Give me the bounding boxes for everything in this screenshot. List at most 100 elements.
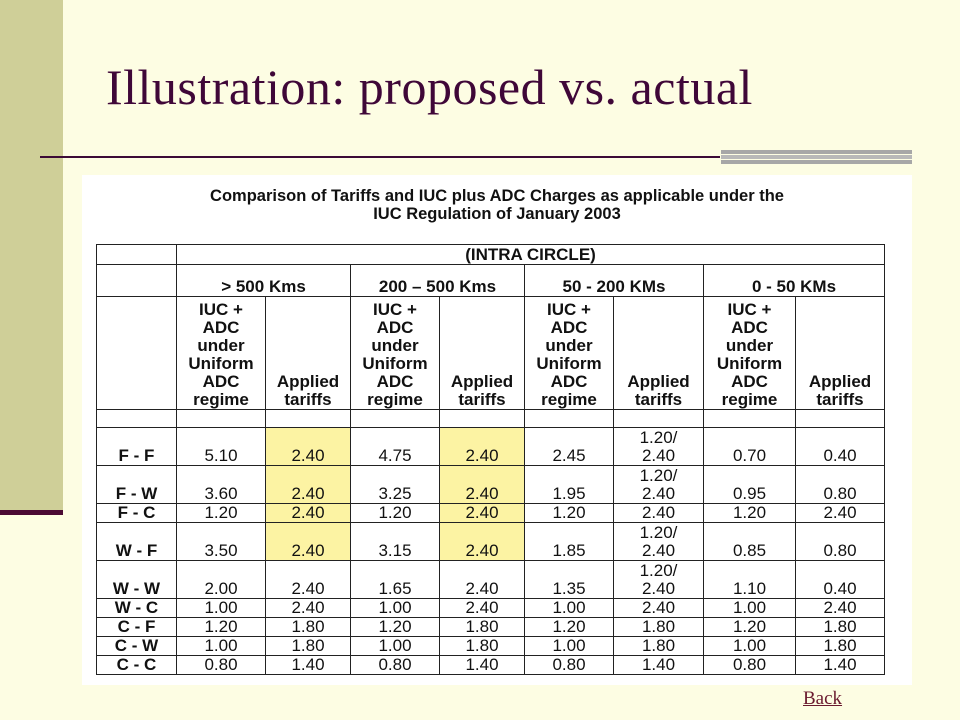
cell: 1.20/2.40 bbox=[613, 465, 704, 504]
cell: 0.80 bbox=[794, 522, 886, 561]
cell: 1.40 bbox=[265, 655, 351, 675]
sidebar-accent bbox=[0, 0, 63, 512]
corner-cell bbox=[96, 296, 177, 410]
iuc-adc-header: IUC + ADC under Uniform ADC regime bbox=[350, 296, 440, 410]
cell: 4.75 bbox=[350, 427, 440, 466]
cell: 1.20 bbox=[350, 617, 440, 637]
table-row: C - W 1.00 1.80 1.00 1.80 1.00 1.80 1.00… bbox=[96, 636, 886, 656]
cell: 1.85 bbox=[524, 522, 614, 561]
cell: 2.40 bbox=[265, 598, 351, 618]
cell: 1.80 bbox=[613, 636, 704, 656]
cell: 3.60 bbox=[176, 465, 266, 504]
cell: 5.10 bbox=[176, 427, 266, 466]
cell: 2.45 bbox=[524, 427, 614, 466]
corner-cell bbox=[96, 244, 177, 265]
cell: 1.00 bbox=[176, 636, 266, 656]
intra-circle-header: (INTRA CIRCLE) bbox=[175, 244, 886, 265]
row-label: F - C bbox=[96, 503, 177, 523]
sidebar-accent-cap bbox=[0, 510, 63, 515]
cell: 1.20 bbox=[350, 503, 440, 523]
table-row: W - F 3.50 2.40 3.15 2.40 1.85 1.20/2.40… bbox=[96, 522, 886, 561]
figure-heading-line1: Comparison of Tariffs and IUC plus ADC C… bbox=[210, 187, 784, 205]
cell: 1.80 bbox=[794, 617, 886, 637]
cell: 0.40 bbox=[794, 427, 886, 466]
cell: 1.80 bbox=[439, 617, 525, 637]
cell-highlighted: 2.40 bbox=[439, 427, 525, 466]
cell: 1.40 bbox=[613, 655, 704, 675]
figure-heading: Comparison of Tariffs and IUC plus ADC C… bbox=[82, 187, 912, 223]
cell-highlighted: 2.40 bbox=[265, 503, 351, 523]
cell: 1.35 bbox=[524, 560, 614, 599]
cell-highlighted: 2.40 bbox=[265, 427, 351, 466]
cell-highlighted: 2.40 bbox=[265, 465, 351, 504]
cell: 1.00 bbox=[703, 598, 796, 618]
tariff-comparison-figure: Comparison of Tariffs and IUC plus ADC C… bbox=[82, 175, 912, 685]
range-header: 0 - 50 KMs bbox=[702, 264, 886, 297]
cell: 1.00 bbox=[176, 598, 266, 618]
cell: 0.80 bbox=[176, 655, 266, 675]
applied-tariffs-header: Applied tariffs bbox=[265, 296, 351, 410]
row-label: C - F bbox=[96, 617, 177, 637]
cell: 1.80 bbox=[265, 636, 351, 656]
cell-highlighted: 2.40 bbox=[439, 522, 525, 561]
slide-title: Illustration: proposed vs. actual bbox=[106, 59, 753, 115]
cell: 0.70 bbox=[703, 427, 796, 466]
cell: 1.20 bbox=[176, 617, 266, 637]
cell: 1.00 bbox=[524, 598, 614, 618]
table-row: W - W 2.00 2.40 1.65 2.40 1.35 1.20/2.40… bbox=[96, 560, 886, 599]
cell: 1.20 bbox=[703, 617, 796, 637]
cell: 2.40 bbox=[794, 598, 886, 618]
cell: 2.40 bbox=[794, 503, 886, 523]
range-header: 50 - 200 KMs bbox=[524, 264, 704, 297]
cell: 2.40 bbox=[613, 598, 704, 618]
cell: 1.80 bbox=[794, 636, 886, 656]
table-row: C - F 1.20 1.80 1.20 1.80 1.20 1.80 1.20… bbox=[96, 617, 886, 637]
cell: 1.00 bbox=[703, 636, 796, 656]
cell: 3.50 bbox=[176, 522, 266, 561]
cell: 2.00 bbox=[176, 560, 266, 599]
cell: 1.40 bbox=[439, 655, 525, 675]
iuc-adc-header: IUC + ADC under Uniform ADC regime bbox=[524, 296, 614, 410]
cell: 1.80 bbox=[265, 617, 351, 637]
cell: 2.40 bbox=[613, 503, 704, 523]
cell: 1.95 bbox=[524, 465, 614, 504]
cell: 0.80 bbox=[703, 655, 796, 675]
range-header: > 500 Kms bbox=[176, 264, 351, 297]
cell: 1.20/2.40 bbox=[613, 427, 704, 466]
applied-tariffs-header: Applied tariffs bbox=[794, 296, 886, 410]
table-row: W - C 1.00 2.40 1.00 2.40 1.00 2.40 1.00… bbox=[96, 598, 886, 618]
cell: 0.40 bbox=[794, 560, 886, 599]
cell: 1.40 bbox=[794, 655, 886, 675]
row-label: W - C bbox=[96, 598, 177, 618]
cell: 1.10 bbox=[703, 560, 796, 599]
row-label: C - W bbox=[96, 636, 177, 656]
cell: 1.00 bbox=[350, 598, 440, 618]
cell: 0.80 bbox=[350, 655, 440, 675]
table-spacer-row bbox=[96, 409, 886, 428]
cell: 1.20/2.40 bbox=[613, 560, 704, 599]
range-header: 200 – 500 Kms bbox=[350, 264, 525, 297]
cell: 1.20/2.40 bbox=[613, 522, 704, 561]
cell: 2.40 bbox=[439, 598, 525, 618]
title-underline-accent bbox=[721, 150, 912, 164]
back-link[interactable]: Back bbox=[803, 688, 843, 709]
applied-tariffs-header: Applied tariffs bbox=[439, 296, 525, 410]
cell: 1.20 bbox=[524, 617, 614, 637]
figure-heading-line2: IUC Regulation of January 2003 bbox=[373, 205, 621, 223]
row-label: F - W bbox=[96, 465, 177, 504]
cell: 1.00 bbox=[524, 636, 614, 656]
cell: 0.95 bbox=[703, 465, 796, 504]
cell: 1.65 bbox=[350, 560, 440, 599]
cell-highlighted: 2.40 bbox=[265, 522, 351, 561]
row-label: W - W bbox=[96, 560, 177, 599]
applied-tariffs-header: Applied tariffs bbox=[613, 296, 704, 410]
cell: 3.15 bbox=[350, 522, 440, 561]
table-row: F - C 1.20 2.40 1.20 2.40 1.20 2.40 1.20… bbox=[96, 503, 886, 523]
cell: 0.85 bbox=[703, 522, 796, 561]
cell: 1.80 bbox=[613, 617, 704, 637]
cell-highlighted: 2.40 bbox=[439, 503, 525, 523]
row-label: C - C bbox=[96, 655, 177, 675]
cell: 1.20 bbox=[703, 503, 796, 523]
cell: 2.40 bbox=[439, 560, 525, 599]
cell-highlighted: 2.40 bbox=[439, 465, 525, 504]
